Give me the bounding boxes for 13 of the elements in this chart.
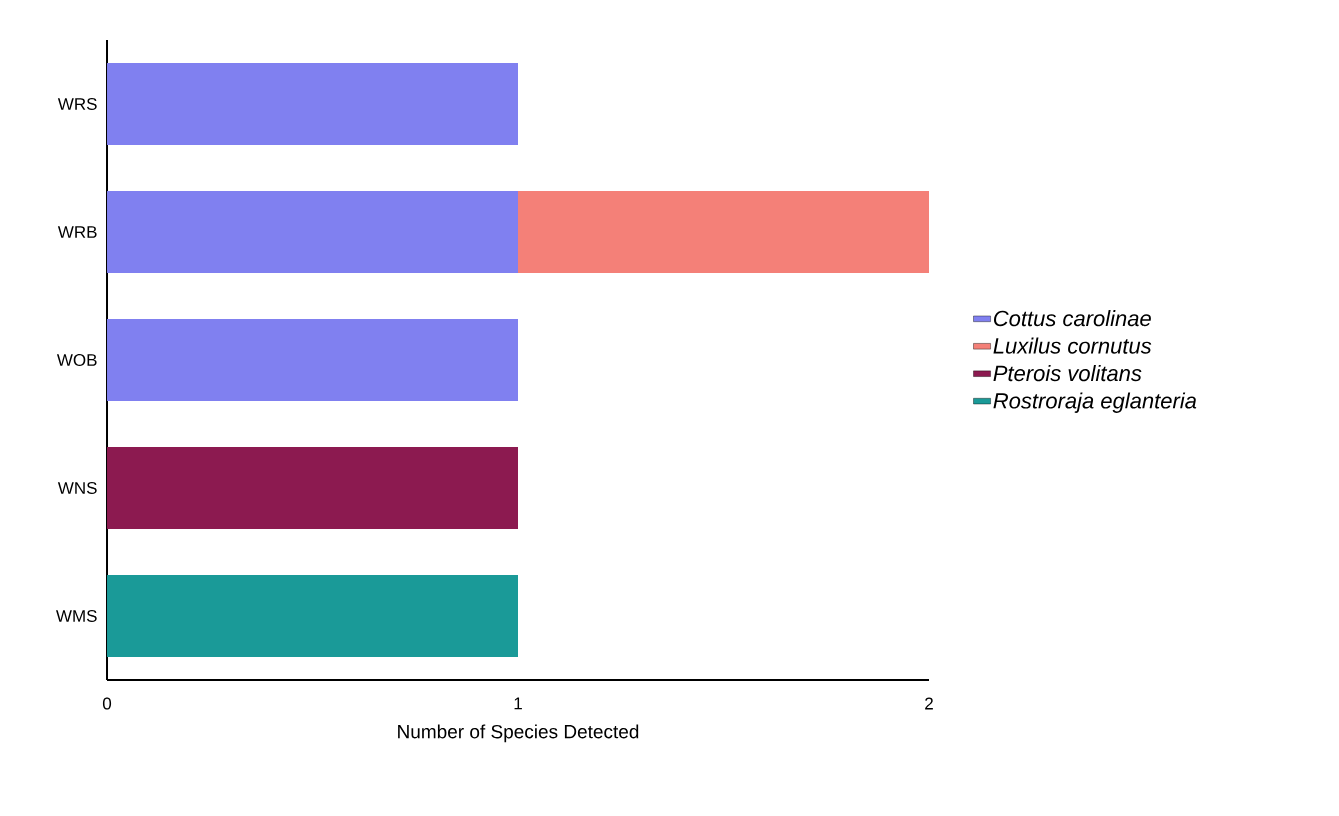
- legend-label: Rostroraja eglanteria: [993, 392, 1197, 413]
- legend-label: Pterois volitans: [993, 364, 1142, 382]
- y-tick-label: WRB: [57, 226, 97, 238]
- legend-label: Cottus carolinae: [993, 310, 1151, 327]
- x-tick-label: 1: [514, 697, 522, 710]
- x-axis-title: Number of Species Detected: [398, 724, 639, 743]
- x-tick-label: 2: [925, 697, 933, 710]
- x-tick-label: 0: [102, 697, 112, 710]
- legend-label: Luxilus cornutus: [993, 337, 1152, 354]
- y-tick-label: WNS: [57, 481, 97, 495]
- y-tick-label: WRS: [57, 97, 97, 111]
- y-tick-label: WOB: [56, 353, 97, 367]
- y-tick-label: WMS: [56, 609, 97, 623]
